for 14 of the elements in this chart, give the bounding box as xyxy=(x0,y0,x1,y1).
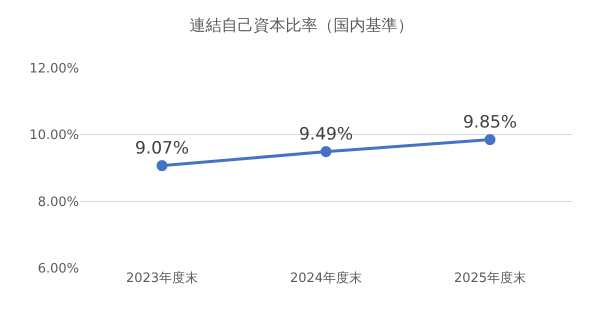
point xyxy=(484,134,496,146)
x-tick-label: 2024年度末 xyxy=(290,270,362,286)
y-tick-label: 10.00% xyxy=(29,128,79,144)
point xyxy=(320,146,332,158)
y-tick-label: 8.00% xyxy=(38,194,79,210)
y-tick-label: 12.00% xyxy=(29,62,79,77)
data-label: 9.49% xyxy=(298,124,354,145)
x-tick-label: 2025年度末 xyxy=(454,270,526,286)
x-tick-label: 2023年度末 xyxy=(126,270,198,286)
data-label: 9.07% xyxy=(134,138,190,159)
data-label: 9.85% xyxy=(462,112,518,133)
y-tick-label: 6.00% xyxy=(38,262,79,277)
point xyxy=(156,160,168,172)
chart-title: 連結自己資本比率（国内基準） xyxy=(190,16,414,35)
